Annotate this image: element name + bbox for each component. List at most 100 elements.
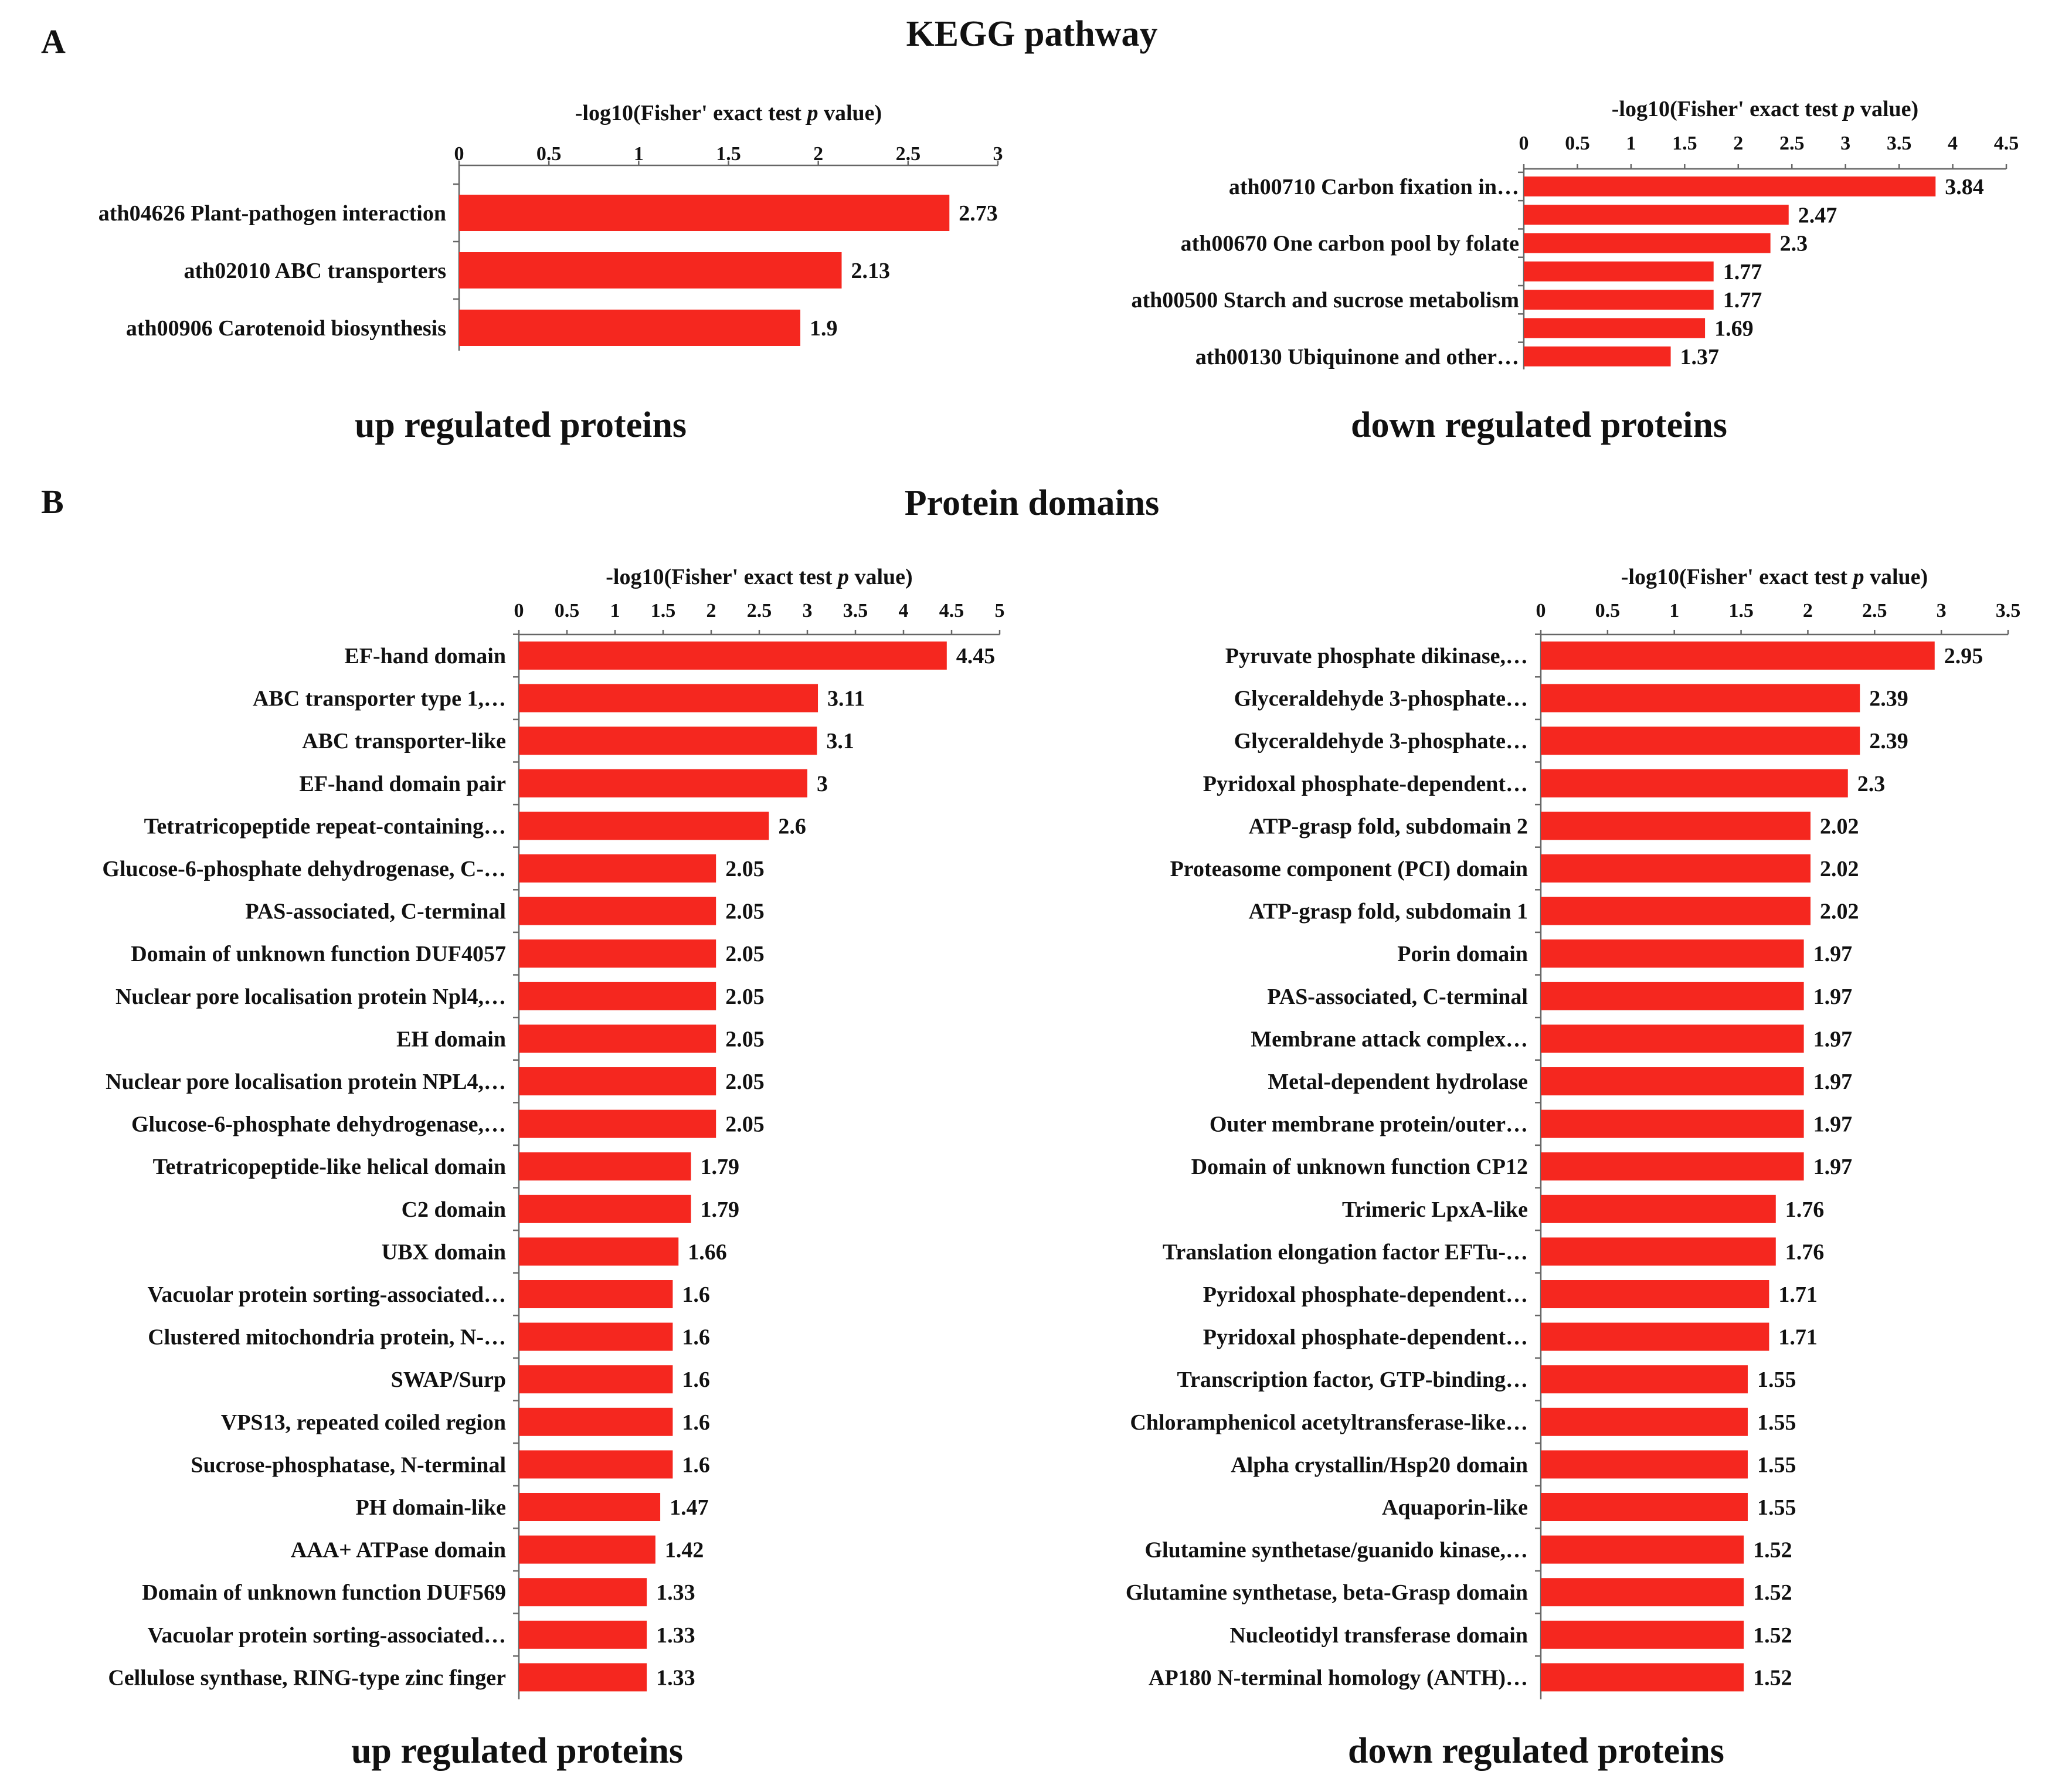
domain-down-bar [1541,1152,1804,1181]
domain-down-value-label: 2.02 [1820,857,1859,881]
domain-up-tick-label: 3 [803,600,813,622]
domain-up-bar [519,1578,647,1607]
domain-up-bar [519,1620,647,1649]
domain-down-bar [1541,1024,1804,1053]
domain-down-category-label: Translation elongation factor EFTu-… [1163,1240,1528,1264]
kegg-down-category-label: ath00670 One carbon pool by folate [1181,232,1519,256]
kegg-up-bar [459,195,950,231]
domain-down-bar [1541,1578,1744,1607]
domain-up-tick-label: 0 [514,600,524,622]
kegg-down-value-label: 2.47 [1798,203,1837,228]
domain-down-bar [1541,982,1804,1010]
kegg-down-x-axis-title: -log10(Fisher' exact test p value) [1612,97,1918,121]
kegg-down-category-label: ath00710 Carbon fixation in… [1229,175,1519,199]
domain-up-category-label: Glucose-6-phosphate dehydrogenase, C-… [102,857,506,881]
kegg-down-bar [1524,318,1706,338]
kegg-up-x-axis-title: -log10(Fisher' exact test p value) [575,101,882,125]
domain-down-value-label: 1.71 [1778,1325,1818,1350]
kegg-down-category-label: ath00500 Starch and sucrose metabolism [1131,288,1519,313]
kegg-up-value-label: 1.9 [810,316,838,341]
domain-up-bar [519,684,818,712]
domain-up-category-label: EF-hand domain pair [299,772,506,796]
domain-down-category-label: Pyridoxal phosphate-dependent… [1203,772,1528,796]
domain-up-bar [519,1194,691,1223]
domain-up-category-label: Nuclear pore localisation protein NPL4,… [106,1070,506,1094]
domain-up-category-label: PH domain-like [355,1495,506,1520]
domain-down-category-label: Pyridoxal phosphate-dependent… [1203,1325,1528,1350]
domain-down-category-label: Alpha crystallin/Hsp20 domain [1231,1452,1528,1477]
kegg-down-tick-label: 4 [1948,133,1958,154]
kegg-down-bar [1524,205,1789,225]
domain-up-value-label: 1.6 [682,1410,710,1435]
domain-up-value-label: 1.6 [682,1452,710,1477]
domain-down-tick-label: 3.5 [1996,600,2021,622]
domain-down-category-label: Glutamine synthetase, beta-Grasp domain [1126,1580,1528,1605]
domain-down-x-axis-title: -log10(Fisher' exact test p value) [1621,565,1928,589]
domain-down-tick-label: 1 [1669,600,1679,622]
kegg-down-tick-label: 1 [1626,133,1636,154]
domain-down-value-label: 1.52 [1753,1665,1792,1690]
domain-up-value-label: 1.79 [701,1155,740,1179]
domain-up-value-label: 1.42 [665,1538,704,1563]
kegg-up-value-label: 2.73 [959,201,998,226]
domain-down-value-label: 2.95 [1944,644,1983,668]
kegg-down-value-label: 2.3 [1780,232,1808,256]
domain-down-subtitle: down regulated proteins [1348,1731,1724,1771]
kegg-up-category-label: ath04626 Plant-pathogen interaction [98,201,446,226]
domain-up-bar [519,1109,716,1138]
kegg-down-tick-label: 2 [1733,133,1743,154]
domain-up-bar [519,1493,661,1521]
domain-up-bar [519,982,716,1010]
domain-up-category-label: Domain of unknown function DUF569 [142,1580,506,1605]
domain-down-category-label: Domain of unknown function CP12 [1191,1155,1528,1179]
domain-up-tick-label: 4 [899,600,909,622]
domain-up-bar [519,1322,673,1351]
domain-up-value-label: 3 [817,772,828,796]
domain-up-value-label: 3.1 [826,729,854,754]
domain-up-tick-label: 4.5 [939,600,964,622]
domain-up-bar [519,1365,673,1394]
domain-down-bar [1541,1407,1748,1436]
kegg-up-subtitle: up regulated proteins [355,405,687,445]
domain-up-bar [519,1024,716,1053]
domain-down-bar [1541,1322,1769,1351]
domain-up-value-label: 1.79 [701,1197,740,1222]
domain-up-category-label: Vacuolar protein sorting-associated… [147,1623,506,1648]
domain-up-tick-label: 3.5 [843,600,868,622]
domain-up-bar [519,939,716,968]
kegg-up-category-label: ath00906 Carotenoid biosynthesis [126,316,446,341]
domain-down-bar [1541,769,1848,797]
domain-up-tick-label: 1.5 [651,600,676,622]
domain-up-value-label: 2.05 [725,1070,765,1094]
domain-down-category-label: ATP-grasp fold, subdomain 2 [1248,814,1528,839]
kegg-down-tick-label: 0 [1519,133,1529,154]
domain-down-bar [1541,642,1935,670]
panel-b-title: Protein domains [905,483,1160,523]
domain-down-category-label: Pyruvate phosphate dikinase,… [1225,644,1528,668]
domain-down-value-label: 2.02 [1820,814,1859,839]
domain-up-category-label: Sucrose-phosphatase, N-terminal [191,1452,506,1477]
domain-up-tick-label: 5 [995,600,1005,622]
domain-up-bar [519,1450,673,1479]
domain-down-tick-label: 3 [1937,600,1947,622]
domain-down-value-label: 1.71 [1778,1282,1818,1307]
domain-down-bar [1541,727,1860,755]
domain-up-value-label: 2.05 [725,985,765,1009]
domain-up-category-label: Tetratricopeptide-like helical domain [153,1155,506,1179]
kegg-down-tick-label: 1.5 [1672,133,1697,154]
domain-up-category-label: EH domain [396,1027,506,1051]
domain-down-value-label: 1.55 [1757,1410,1796,1435]
kegg-down-value-label: 1.69 [1714,317,1754,341]
kegg-down-value-label: 1.77 [1723,288,1762,313]
domain-down-value-label: 1.55 [1757,1367,1796,1392]
kegg-down-chart: -log10(Fisher' exact test p value) 0 0.5 1 1… [1131,97,2019,445]
domain-up-chart: -log10(Fisher' exact test p value) 0 0.5 1 1… [102,565,1004,1771]
domain-down-category-label: Metal-dependent hydrolase [1268,1070,1528,1094]
domain-down-value-label: 2.39 [1869,687,1908,711]
kegg-up-tick-label: 0 [454,143,464,165]
domain-up-bar [519,642,947,670]
domain-down-bar [1541,1663,1744,1692]
domain-down-value-label: 1.76 [1785,1197,1825,1222]
domain-down-category-label: Proteasome component (PCI) domain [1170,857,1528,881]
